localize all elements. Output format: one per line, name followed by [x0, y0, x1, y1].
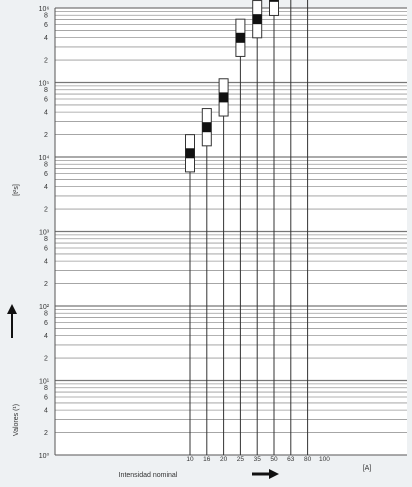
- y-minor-tick-label: 6: [44, 320, 48, 327]
- y-minor-tick-label: 8: [44, 385, 48, 392]
- range-box: [269, 0, 279, 16]
- y-axis-unit: [t²s]: [13, 184, 20, 196]
- y-minor-tick-label: 4: [44, 110, 48, 117]
- x-tick-labels: 10 16 20 25 35 50 63 80 100: [186, 456, 330, 463]
- chart-marks: [185, 0, 309, 455]
- center-marker: [235, 32, 245, 43]
- y-minor-tick-label: 6: [44, 246, 48, 253]
- y-minor-tick-label: 6: [44, 171, 48, 178]
- y-minor-tick-label: 2: [44, 58, 48, 65]
- x-tick-label: 100: [319, 456, 330, 463]
- up-arrow-icon: [7, 304, 17, 338]
- y-minor-tick-label: 6: [44, 22, 48, 29]
- y-decade-tick-label: 10⁵: [39, 81, 50, 88]
- x-tick-label: 20: [220, 456, 228, 463]
- y-minor-tick-label: 4: [44, 35, 48, 42]
- center-marker: [219, 92, 229, 103]
- y-minor-tick-label: 6: [44, 97, 48, 104]
- center-marker: [252, 14, 262, 25]
- y-minor-tick-label: 4: [44, 184, 48, 191]
- y-decade-tick-label: 10²: [39, 304, 50, 311]
- grid-lines: [54, 7, 407, 456]
- x-tick-label: 16: [203, 456, 211, 463]
- x-tick-label: 80: [304, 456, 312, 463]
- y-minor-tick-label: 2: [44, 132, 48, 139]
- y-decade-tick-label: 10⁴: [39, 155, 50, 162]
- y-decade-tick-label: 10³: [39, 230, 50, 237]
- x-tick-label: 35: [254, 456, 262, 463]
- y-minor-tick-label: 2: [44, 207, 48, 214]
- y-minor-tick-label: 8: [44, 311, 48, 318]
- y-tick-labels: 2 4 6 8 2 4 6 8 2 4 6 8 2 4 6 8 2 4 6 8 2 4 6 8 10⁰ 10¹ 10² 10³ 10⁴ 1…: [39, 6, 50, 460]
- x-tick-label: 25: [237, 456, 245, 463]
- y-minor-tick-label: 6: [44, 395, 48, 402]
- y-decade-tick-label: 10⁶: [39, 6, 50, 13]
- y-minor-tick-label: 8: [44, 13, 48, 20]
- x-axis-unit: [A]: [363, 465, 372, 472]
- x-axis-label: Intensidad nominal: [119, 472, 178, 479]
- y-minor-tick-label: 2: [44, 356, 48, 363]
- y-minor-tick-label: 4: [44, 333, 48, 340]
- x-tick-label: 50: [270, 456, 278, 463]
- center-marker: [269, 0, 279, 2]
- center-marker: [185, 148, 195, 159]
- y-decade-tick-label: 10⁰: [39, 452, 50, 460]
- y-minor-tick-label: 8: [44, 236, 48, 243]
- y-minor-tick-label: 2: [44, 281, 48, 288]
- y-axis-label: Valores (¹): [13, 404, 20, 436]
- x-tick-label: 63: [287, 456, 295, 463]
- x-tick-label: 10: [186, 456, 194, 463]
- y-minor-tick-label: 4: [44, 408, 48, 415]
- y-minor-tick-label: 4: [44, 259, 48, 266]
- right-arrow-icon: [252, 469, 279, 479]
- y-minor-tick-label: 8: [44, 162, 48, 169]
- y-minor-tick-label: 8: [44, 87, 48, 94]
- y-decade-tick-label: 10¹: [39, 379, 50, 386]
- center-marker: [202, 122, 212, 133]
- y-minor-tick-label: 2: [44, 430, 48, 437]
